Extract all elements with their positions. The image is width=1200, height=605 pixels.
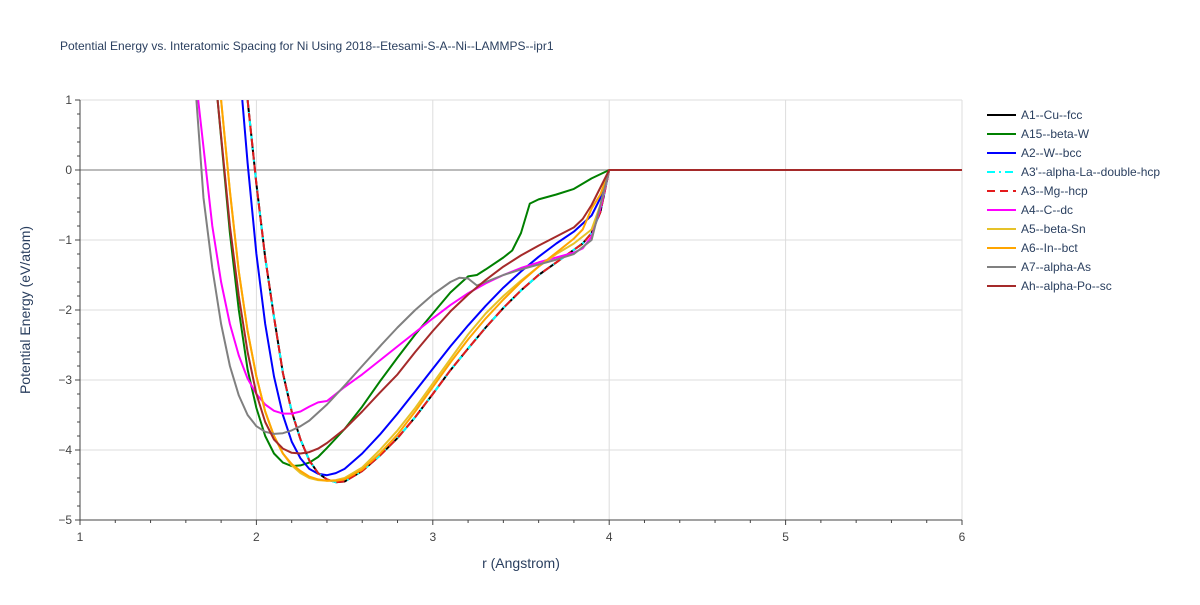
legend-label: A15--beta-W: [1021, 127, 1090, 141]
series-line-3: [246, 100, 962, 484]
legend-item[interactable]: A5--beta-Sn: [987, 222, 1086, 236]
legend-item[interactable]: A7--alpha-As: [987, 260, 1091, 274]
legend-label: A2--W--bcc: [1021, 146, 1081, 160]
legend-item[interactable]: A3--Mg--hcp: [987, 184, 1088, 198]
legend-item[interactable]: A6--In--bct: [987, 241, 1078, 255]
series-line-4: [246, 100, 962, 484]
series-line-1: [216, 100, 962, 468]
legend-label: Ah--alpha-Po--sc: [1021, 279, 1112, 293]
legend-label: A5--beta-Sn: [1021, 222, 1086, 236]
y-tick-label: −1: [58, 233, 72, 247]
series-line-9: [216, 100, 962, 455]
legend-item[interactable]: A3'--alpha-La--double-hcp: [987, 165, 1160, 179]
series-line-5: [197, 100, 962, 415]
x-tick-label: 3: [429, 530, 436, 544]
y-tick-label: −2: [58, 303, 72, 317]
x-tick-label: 4: [606, 530, 613, 544]
x-axis-title: r (Angstrom): [482, 555, 560, 571]
y-axis-title: Potential Energy (eV/atom): [17, 226, 33, 394]
legend-label: A6--In--bct: [1021, 241, 1078, 255]
y-tick-label: −4: [58, 443, 72, 457]
x-tick-label: 5: [782, 530, 789, 544]
legend-label: A3'--alpha-La--double-hcp: [1021, 165, 1160, 179]
series-line-6: [220, 100, 962, 482]
series-line-7: [220, 100, 962, 482]
legend-item[interactable]: A2--W--bcc: [987, 146, 1081, 160]
grid: [80, 99, 963, 520]
legend-item[interactable]: A4--C--dc: [987, 203, 1073, 217]
y-tick-label: 1: [65, 93, 72, 107]
series-line-8: [195, 100, 962, 435]
x-tick-label: 6: [959, 530, 966, 544]
y-tick-label: −3: [58, 373, 72, 387]
legend-item[interactable]: A1--Cu--fcc: [987, 108, 1082, 122]
legend-item[interactable]: Ah--alpha-Po--sc: [987, 279, 1112, 293]
series-line-0: [246, 100, 962, 484]
x-tick-labels: 1 2 3 4 5 6: [77, 520, 966, 544]
legend-label: A3--Mg--hcp: [1021, 184, 1088, 198]
y-tick-label: −5: [58, 513, 72, 527]
series-lines: [195, 100, 962, 484]
legend-item[interactable]: A15--beta-W: [987, 127, 1090, 141]
x-tick-label: 1: [77, 530, 84, 544]
legend-label: A1--Cu--fcc: [1021, 108, 1082, 122]
y-tick-labels: −5 −4 −3 −2 −1 0 1: [58, 93, 80, 527]
x-tick-label: 2: [253, 530, 260, 544]
legend-label: A4--C--dc: [1021, 203, 1073, 217]
legend[interactable]: A1--Cu--fcc A15--beta-W A2--W--bcc A3'--alp…: [987, 108, 1160, 293]
plot-area[interactable]: [195, 100, 962, 484]
series-line-2: [241, 100, 962, 477]
chart-title: Potential Energy vs. Interatomic Spacing…: [60, 39, 554, 53]
y-tick-label: 0: [65, 163, 72, 177]
legend-label: A7--alpha-As: [1021, 260, 1091, 274]
